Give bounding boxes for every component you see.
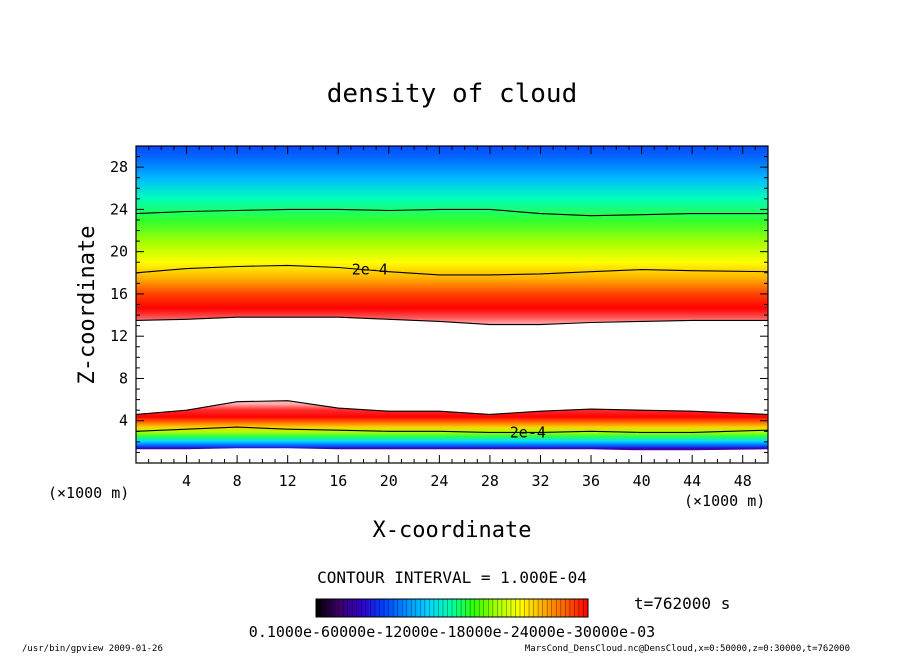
x-tick-label: 40 xyxy=(633,472,651,490)
y-tick-label: 28 xyxy=(110,158,128,176)
contour-lower-2e-4 xyxy=(136,426,768,433)
colorbar xyxy=(315,598,589,618)
contour-label: 2e-4 xyxy=(510,423,546,441)
footer-right: MarsCond_DensCloud.nc@DensCloud,x=0:5000… xyxy=(525,644,850,654)
upper-cloud-layer xyxy=(136,146,768,325)
contour-upper-1e-4 xyxy=(136,208,768,217)
x-unit-label: (×1000 m) xyxy=(684,492,765,510)
x-tick-label: 12 xyxy=(279,472,297,490)
contour-upper-2e-4 xyxy=(136,264,768,276)
lower-cloud-layer xyxy=(136,400,768,451)
y-axis-label: Z-coordinate xyxy=(75,226,100,385)
y-tick-label: 4 xyxy=(119,412,128,430)
contour-lower-top xyxy=(136,400,768,415)
x-tick-label: 4 xyxy=(182,472,191,490)
plot-area xyxy=(136,146,768,451)
y-tick-label: 16 xyxy=(110,285,128,303)
y-tick-label: 8 xyxy=(119,369,128,387)
footer-left: /usr/bin/gpview 2009-01-26 xyxy=(22,644,163,654)
x-axis-label: X-coordinate xyxy=(373,518,532,543)
colorbar-tick-labels: 0.1000e-60000e-12000e-18000e-24000e-3000… xyxy=(249,623,655,641)
x-tick-label: 24 xyxy=(430,472,448,490)
x-tick-label: 44 xyxy=(683,472,701,490)
chart-title: density of cloud xyxy=(327,79,577,109)
x-tick-label: 32 xyxy=(531,472,549,490)
plot-frame xyxy=(135,145,769,464)
contour-label: 2e-4 xyxy=(352,261,388,279)
x-tick-label: 28 xyxy=(481,472,499,490)
y-tick-label: 20 xyxy=(110,243,128,261)
colorbar-frame xyxy=(315,598,589,618)
x-tick-label: 36 xyxy=(582,472,600,490)
x-tick-label: 16 xyxy=(329,472,347,490)
x-tick-label: 8 xyxy=(233,472,242,490)
y-tick-label: 12 xyxy=(110,327,128,345)
y-axis: 4 8 12 16 20 24 28 xyxy=(110,145,768,464)
y-tick-label: 24 xyxy=(110,200,128,218)
x-tick-label: 48 xyxy=(734,472,752,490)
time-label: t=762000 s xyxy=(634,594,730,613)
contour-lines xyxy=(136,208,768,433)
contour-interval-label: CONTOUR INTERVAL = 1.000E-04 xyxy=(317,568,587,587)
y-unit-label: (×1000 m) xyxy=(48,484,129,502)
x-tick-label: 20 xyxy=(380,472,398,490)
x-axis: 4 8 12 16 20 24 28 32 36 40 44 48 xyxy=(135,146,769,490)
contour-upper-bottom xyxy=(136,316,768,326)
